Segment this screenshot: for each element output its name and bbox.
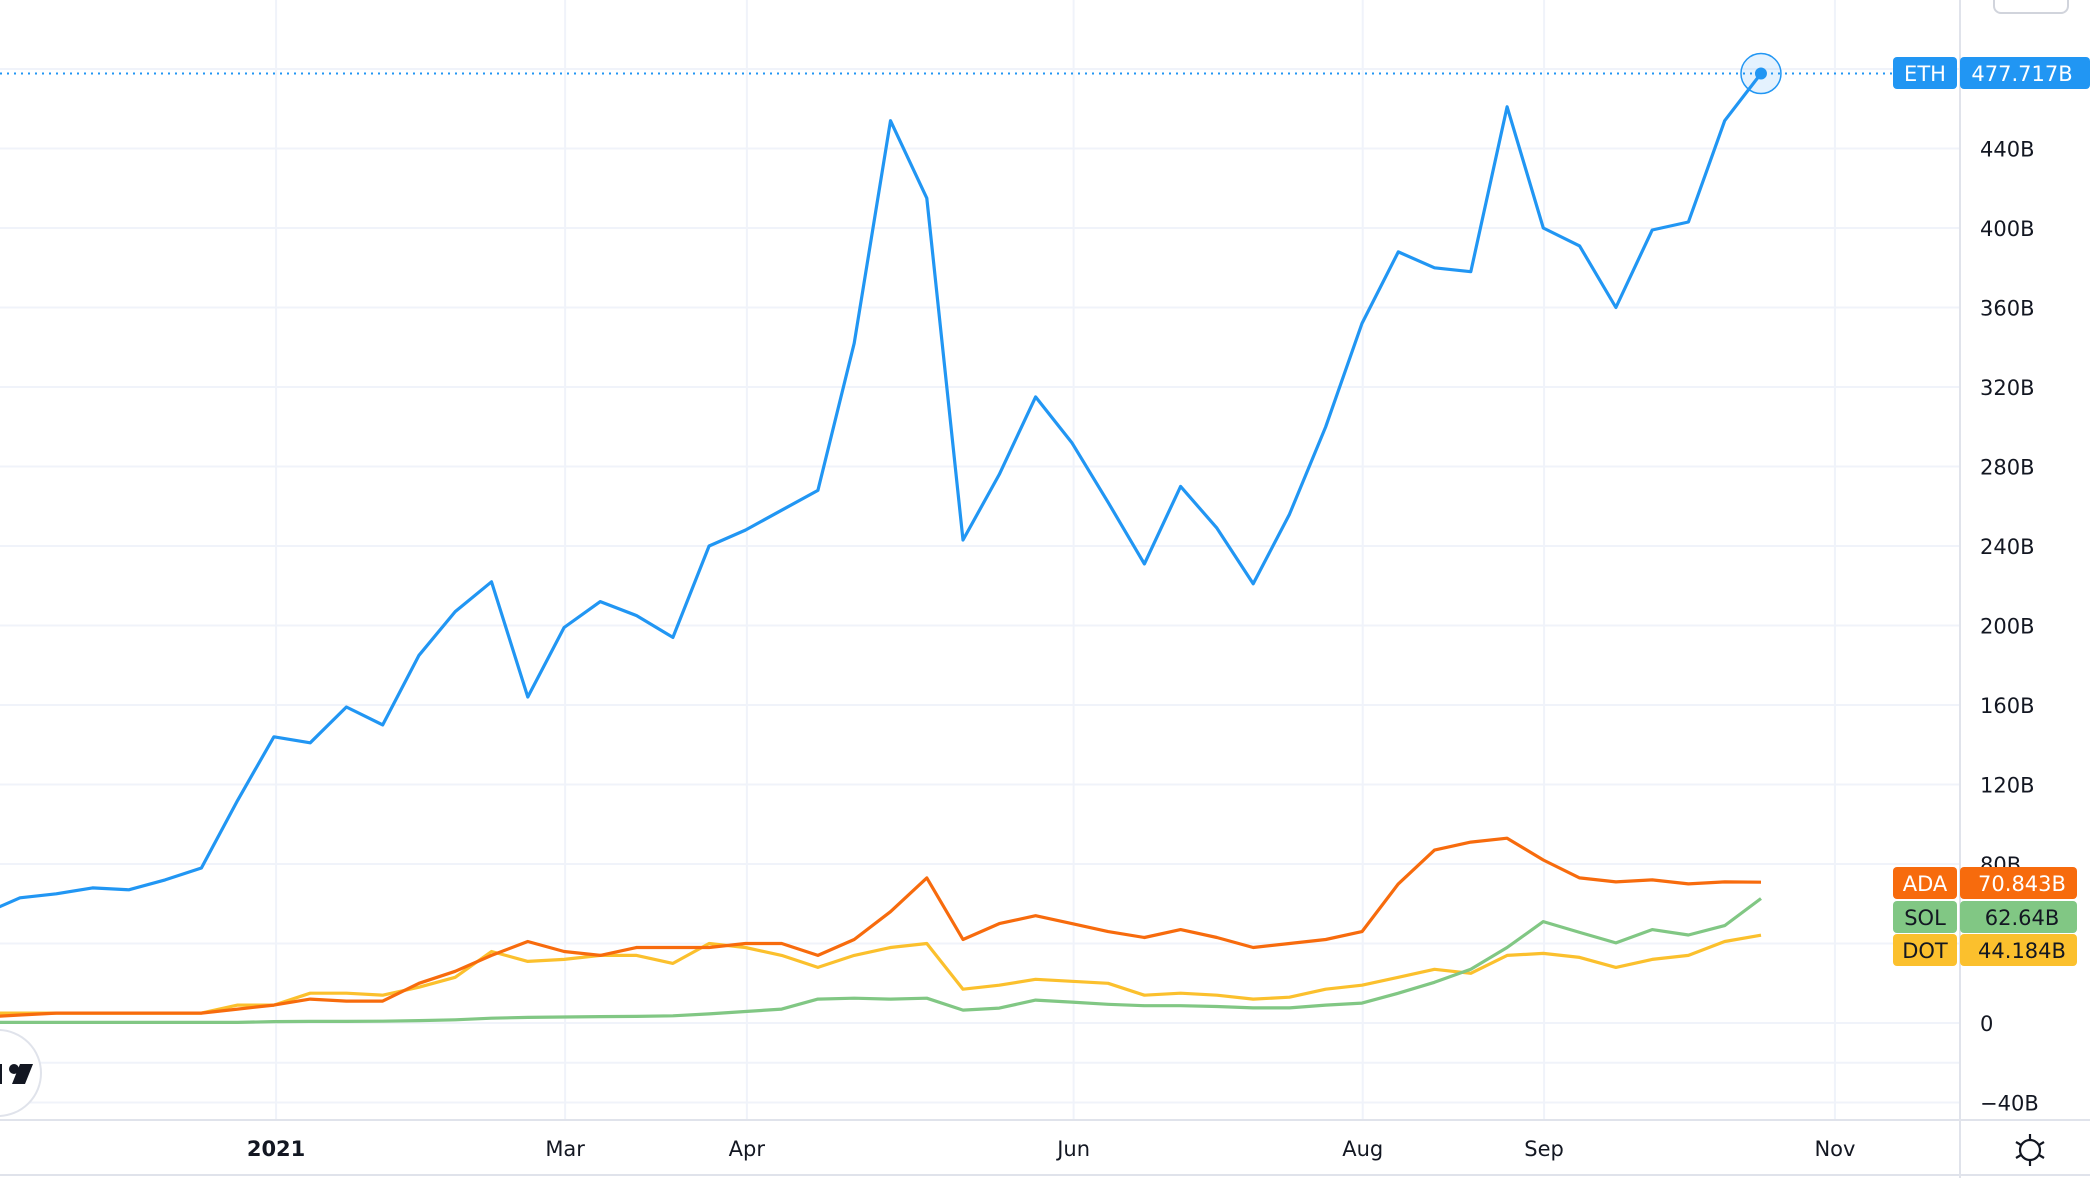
- price-badge-sol: SOL 62.64B: [1893, 901, 2077, 933]
- series-value-badge: [1960, 901, 2077, 933]
- series-value-label: 44.184B: [1978, 939, 2066, 963]
- series-name-badge: [1893, 934, 1957, 966]
- series-name-label: SOL: [1904, 906, 1946, 930]
- x-tick-label: Sep: [1524, 1137, 1564, 1161]
- price-badge-ada: ADA 70.843B: [1893, 867, 2077, 899]
- series-name-label: DOT: [1902, 939, 1948, 963]
- series-name-label: ADA: [1903, 872, 1948, 896]
- gear-icon[interactable]: [2012, 1132, 2048, 1168]
- series-name-badge: [1893, 901, 1957, 933]
- y-tick-label: 200B: [1980, 615, 2035, 639]
- y-tick-label: 320B: [1980, 376, 2035, 400]
- price-badge-eth: ETH 477.717B: [1893, 57, 2090, 89]
- x-tick-label: Aug: [1342, 1137, 1383, 1161]
- y-tick-label: 280B: [1980, 456, 2035, 480]
- x-tick-label: Nov: [1814, 1137, 1855, 1161]
- y-tick-label: 120B: [1980, 774, 2035, 798]
- series-value-badge: [1960, 867, 2077, 899]
- price-badge-dot: DOT 44.184B: [1893, 934, 2077, 966]
- y-tick-label: 440B: [1980, 138, 2035, 162]
- logo-mark: [0, 1064, 2, 1084]
- series-name-label: ETH: [1904, 62, 1946, 86]
- series-value-label: 477.717B: [1971, 62, 2072, 86]
- series-value-label: 62.64B: [1985, 906, 2060, 930]
- series-value-label: 70.843B: [1978, 872, 2066, 896]
- x-tick-label: Mar: [545, 1137, 585, 1161]
- y-tick-label: 400B: [1980, 217, 2035, 241]
- last-point-dot: [1754, 67, 1767, 80]
- x-tick-label: Apr: [729, 1137, 766, 1161]
- logo-mark: [12, 1064, 33, 1084]
- y-tick-label: 240B: [1980, 535, 2035, 559]
- tradingview-logo: [0, 1029, 42, 1117]
- series-name-badge: [1893, 57, 1957, 89]
- series-line-sol: [0, 897, 1762, 1025]
- series-line-eth: [0, 72, 1763, 909]
- x-tick-label: 2021: [247, 1137, 305, 1161]
- y-tick-label: 360B: [1980, 297, 2035, 321]
- y-tick-label: 160B: [1980, 694, 2035, 718]
- series-line-dot: [0, 933, 1762, 1015]
- y-tick-label: 0: [1980, 1012, 1993, 1036]
- series-name-badge: [1893, 867, 1957, 899]
- x-tick-label: Jun: [1055, 1137, 1090, 1161]
- series-value-badge: [1960, 934, 2077, 966]
- top-toolbar-button[interactable]: [1993, 0, 2069, 14]
- series-value-badge: [1960, 57, 2090, 89]
- logo-mark: [9, 1064, 19, 1074]
- y-tick-label: −40B: [1980, 1092, 2039, 1116]
- series-line-ada: [0, 836, 1762, 1018]
